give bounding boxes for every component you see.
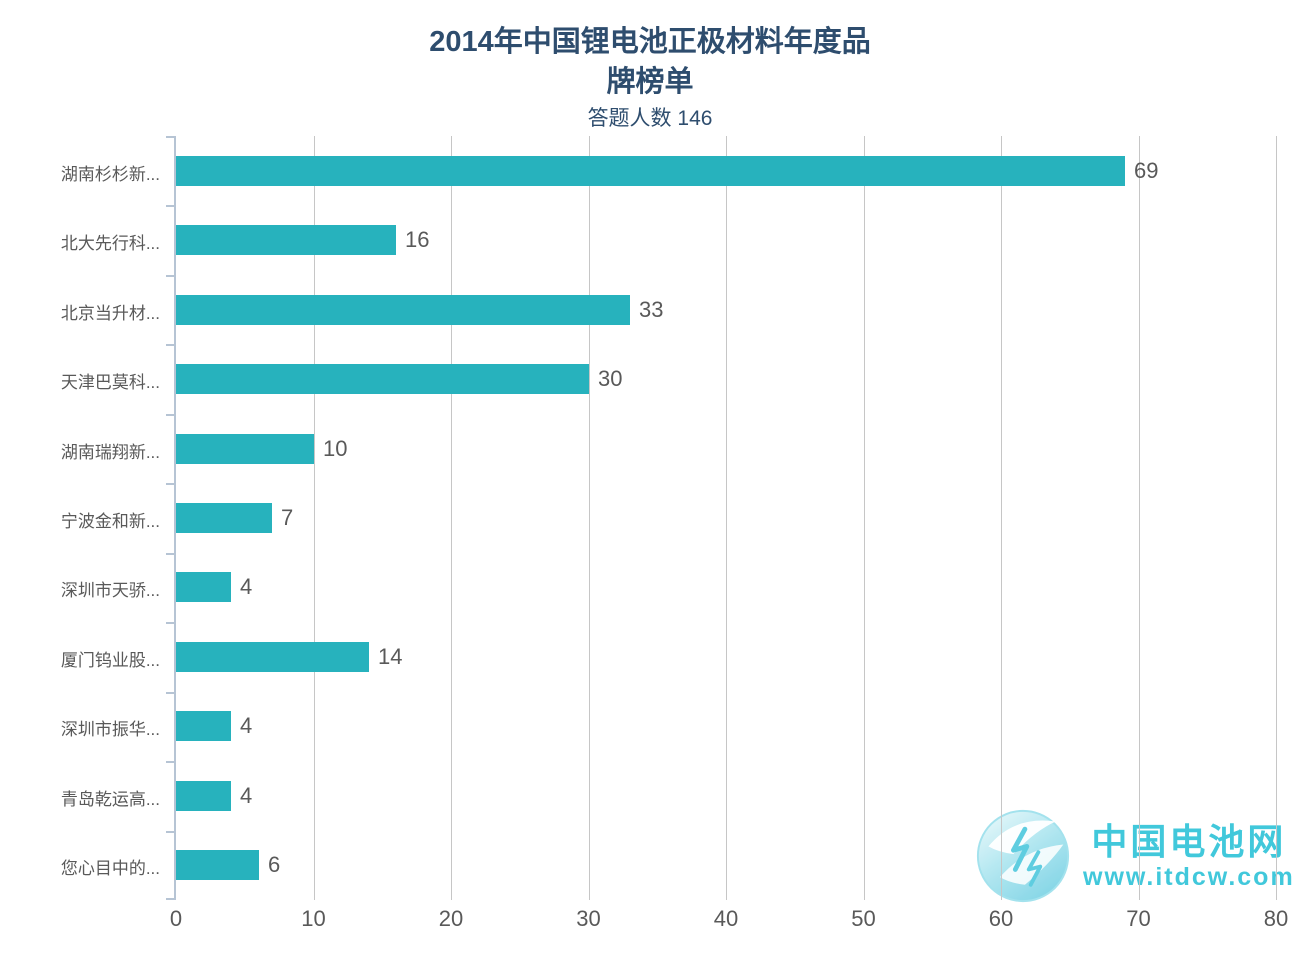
y-axis-tick xyxy=(166,136,174,138)
bar xyxy=(176,850,259,880)
bar xyxy=(176,434,314,464)
y-axis-tick xyxy=(166,275,174,277)
y-axis-tick xyxy=(166,553,174,555)
watermark-site-name: 中国电池网 xyxy=(1091,821,1287,862)
x-tick-label: 60 xyxy=(988,906,1014,931)
category-label: 北大先行科... xyxy=(60,234,160,253)
x-tick-label: 30 xyxy=(576,906,601,931)
bar-value-label: 4 xyxy=(240,783,253,808)
chart-title-line2: 牌榜单 xyxy=(606,66,694,98)
bar xyxy=(176,572,231,602)
category-label: 您心目中的... xyxy=(60,859,160,878)
bar-value-label: 33 xyxy=(639,297,664,322)
globe-logo-icon xyxy=(976,809,1070,903)
category-label: 深圳市天骄... xyxy=(60,581,160,600)
watermark-text: 中国电池网 www.itdcw.com xyxy=(1083,821,1295,891)
y-axis-tick xyxy=(166,344,174,346)
y-axis-tick xyxy=(166,205,174,207)
gridline xyxy=(451,136,452,900)
bar xyxy=(176,295,630,325)
gridline xyxy=(863,136,865,900)
category-label: 湖南杉杉新... xyxy=(60,165,160,184)
watermark: 中国电池网 www.itdcw.com xyxy=(975,804,1295,908)
y-axis-tick xyxy=(166,761,174,763)
gridline xyxy=(1001,136,1002,900)
gridline xyxy=(726,136,727,900)
bar xyxy=(176,225,396,255)
bar-value-label: 4 xyxy=(240,713,253,738)
x-tick-label: 10 xyxy=(301,906,326,931)
x-tick-label: 0 xyxy=(169,906,183,931)
gridline xyxy=(1138,136,1140,900)
bar-value-label: 4 xyxy=(240,574,253,599)
x-tick-label: 40 xyxy=(713,906,739,931)
y-axis-tick xyxy=(166,483,174,485)
watermark-site-url: www.itdcw.com xyxy=(1083,863,1295,891)
bar xyxy=(176,711,231,741)
gridline xyxy=(313,136,315,900)
gridline xyxy=(1276,136,1277,900)
chart-title: 2014年中国锂电池正极材料年度品 牌榜单 xyxy=(0,22,1300,102)
category-label: 北京当升材... xyxy=(60,304,160,323)
y-axis-tick xyxy=(166,831,174,833)
y-axis-tick xyxy=(166,692,174,694)
x-tick-label: 80 xyxy=(1263,906,1289,931)
y-axis-tick xyxy=(166,622,174,624)
x-tick-label: 70 xyxy=(1126,906,1151,931)
bar xyxy=(176,156,1125,186)
plot-area: 69 16 33 30 10 7 4 14 4 4 6 xyxy=(166,136,1277,900)
category-axis-labels: 湖南杉杉新... 北大先行科... 北京当升材... 天津巴莫科... 湖南瑞翔新...… xyxy=(0,136,160,900)
category-label: 湖南瑞翔新... xyxy=(60,443,160,462)
y-axis-tick xyxy=(166,898,174,900)
gridline xyxy=(588,136,590,900)
category-label: 深圳市振华... xyxy=(60,720,160,739)
y-axis-tick xyxy=(166,414,174,416)
chart-title-line1: 2014年中国锂电池正极材料年度品 xyxy=(429,26,871,58)
bar-value-label: 69 xyxy=(1134,158,1159,183)
chart-subtitle: 答题人数 146 xyxy=(587,107,713,130)
category-label: 青岛乾运高... xyxy=(60,790,160,809)
bar-value-label: 16 xyxy=(405,227,430,252)
x-tick-label: 50 xyxy=(851,906,876,931)
bar xyxy=(176,364,589,394)
bar-value-label: 14 xyxy=(378,644,403,669)
x-tick-label: 20 xyxy=(438,906,464,931)
y-axis-line xyxy=(174,136,176,900)
bar xyxy=(176,642,369,672)
bar xyxy=(176,781,231,811)
bar-value-label: 30 xyxy=(598,366,623,391)
category-label: 宁波金和新... xyxy=(60,512,160,531)
bar-value-label: 10 xyxy=(323,436,348,461)
bar xyxy=(176,503,272,533)
category-label: 天津巴莫科... xyxy=(60,373,160,392)
bar-value-label: 7 xyxy=(281,505,294,530)
bar-value-label: 6 xyxy=(268,852,281,877)
category-label: 厦门钨业股... xyxy=(60,651,160,670)
